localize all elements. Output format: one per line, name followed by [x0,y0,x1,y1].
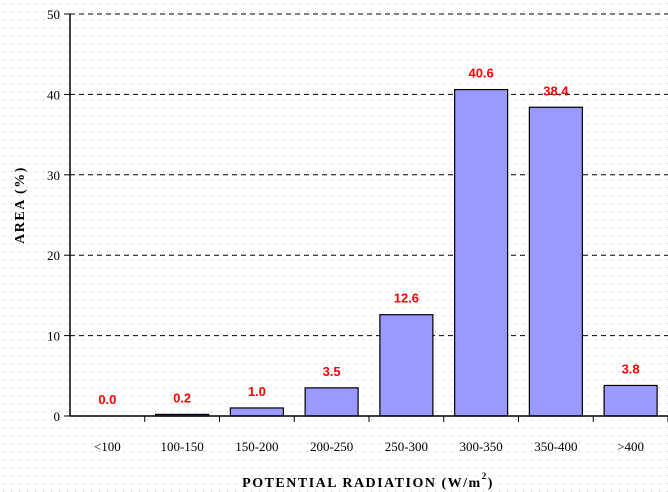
y-tick-label: 20 [47,248,60,263]
data-label: 0.2 [173,390,191,405]
data-label: 1.0 [248,384,266,399]
bar [304,387,359,417]
bars [155,88,658,417]
x-tick-label: 100-150 [160,439,203,454]
axes [64,13,668,422]
data-label: 0.0 [98,392,116,407]
x-axis-title-superscript: 2 [482,471,488,481]
y-tick-labels: 0 10 20 30 40 50 [47,7,60,424]
bar [454,88,509,417]
y-tick-label: 0 [54,409,61,424]
bar [379,314,434,417]
bar [229,407,284,417]
bar [603,384,658,417]
y-axis-title: AREA (%) [13,166,28,244]
data-label: 3.8 [622,361,640,376]
data-label: 12.6 [394,291,419,306]
x-tick-label: 150-200 [235,439,278,454]
x-axis-title: POTENTIAL RADIATION (W/m2) [242,471,494,491]
y-tick-label: 30 [47,168,60,183]
data-labels: 0.0 0.2 1.0 3.5 12.6 40.6 38.4 3.8 [98,66,639,407]
y-tick-label: 40 [47,87,60,102]
data-label: 38.4 [543,83,569,98]
bar [528,106,583,417]
data-label: 3.5 [323,364,341,379]
y-tick-label: 50 [47,7,60,22]
x-tick-label: 300-350 [459,439,502,454]
y-tick-label: 10 [47,329,60,344]
x-tick-label: >400 [617,439,644,454]
x-tick-labels: <100 100-150 150-200 200-250 250-300 300-350 3… [94,439,644,454]
x-tick-label: 350-400 [534,439,577,454]
x-tick-label: <100 [94,439,121,454]
x-tick-label: 200-250 [310,439,353,454]
data-label: 40.6 [468,66,493,81]
x-axis-title-suffix: ) [488,476,494,491]
x-tick-label: 250-300 [385,439,428,454]
x-axis-title-main: POTENTIAL RADIATION (W/m [242,476,482,491]
